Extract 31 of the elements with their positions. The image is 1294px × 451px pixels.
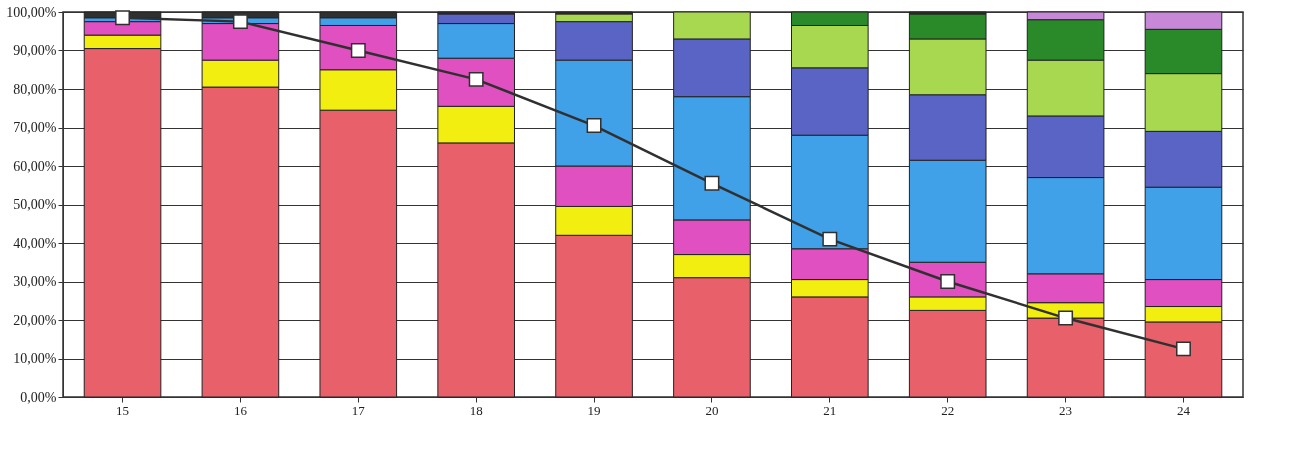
y-tick-label: 40,00% — [13, 235, 57, 251]
y-tick-label: 30,00% — [13, 274, 57, 289]
y-tick-label: 50,00% — [13, 197, 57, 212]
y-tick-label: 60,00% — [13, 158, 57, 174]
point — [704, 175, 720, 191]
point — [350, 43, 366, 58]
point — [468, 71, 484, 87]
x-tick-label: 16 — [233, 402, 248, 418]
point — [586, 118, 602, 134]
point — [1058, 310, 1074, 326]
point — [822, 231, 838, 247]
x-tick-label: 22 — [941, 402, 955, 418]
y-tick-label: 20,00% — [13, 312, 57, 328]
x-tick-label: 19 — [587, 402, 601, 418]
x-tick-label: 18 — [469, 402, 483, 418]
point — [940, 274, 956, 289]
y-tick-label: 0,00% — [20, 389, 57, 405]
y-tick-label: 70,00% — [13, 120, 57, 135]
x-tick-label: 20 — [705, 402, 719, 418]
y-tick-label: 90,00% — [13, 43, 57, 58]
y-tick-label: 100,00% — [6, 4, 57, 20]
point — [1176, 341, 1191, 357]
x-tick-label: 15 — [116, 402, 130, 418]
x-tick-label: 17 — [351, 402, 366, 418]
y-tick-label: 80,00% — [13, 81, 57, 97]
x-tick-label: 23 — [1059, 402, 1073, 418]
y-tick-label: 10,00% — [13, 351, 57, 366]
point — [232, 14, 248, 30]
x-tick-label: 21 — [823, 402, 837, 418]
point — [115, 10, 130, 26]
x-tick-label: 24 — [1176, 402, 1191, 418]
